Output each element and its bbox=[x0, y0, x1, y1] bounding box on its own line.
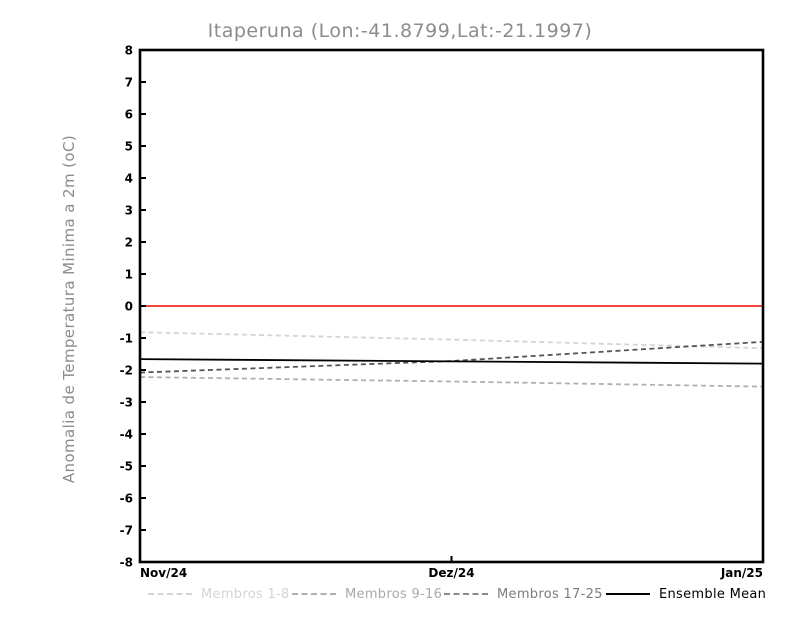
y-tick-label: -8 bbox=[120, 556, 133, 570]
y-tick-label: 4 bbox=[125, 172, 133, 186]
x-tick-label: Jan/25 bbox=[720, 566, 763, 580]
legend-item-2[interactable]: Membros 17-25 bbox=[444, 584, 603, 604]
legend-item-3[interactable]: Ensemble Mean bbox=[606, 584, 766, 604]
legend-label: Ensemble Mean bbox=[659, 586, 767, 602]
legend-line-swatch bbox=[292, 593, 336, 595]
y-tick-label: -6 bbox=[120, 492, 133, 506]
legend-label: Membros 1-8 bbox=[201, 586, 290, 602]
legend-line-swatch bbox=[444, 593, 488, 595]
chart-legend: Membros 1-8 Membros 9-16 Membros 17-25 Ense… bbox=[0, 584, 800, 606]
legend-label: Membros 17-25 bbox=[497, 586, 603, 602]
y-tick-label: 3 bbox=[125, 204, 133, 218]
y-tick-label: 1 bbox=[125, 268, 133, 282]
legend-item-0[interactable]: Membros 1-8 bbox=[148, 584, 290, 604]
y-tick-label: -2 bbox=[120, 364, 133, 378]
y-tick-label: -1 bbox=[120, 332, 133, 346]
y-tick-label: -5 bbox=[120, 460, 133, 474]
y-tick-label: 7 bbox=[125, 76, 133, 90]
x-tick-label: Dez/24 bbox=[428, 566, 474, 580]
series-line-1 bbox=[139, 376, 764, 388]
y-tick-label: 5 bbox=[125, 140, 133, 154]
legend-label: Membros 9-16 bbox=[345, 586, 443, 602]
series-line-0 bbox=[139, 331, 764, 350]
chart-title: Itaperuna (Lon:-41.8799,Lat:-21.1997) bbox=[207, 20, 593, 42]
series-line-3 bbox=[139, 358, 764, 365]
legend-line-swatch bbox=[148, 593, 192, 595]
y-tick-label: 8 bbox=[125, 44, 133, 58]
legend-item-1[interactable]: Membros 9-16 bbox=[292, 584, 442, 604]
x-tick-label: Nov/24 bbox=[140, 566, 187, 580]
y-tick-label: 0 bbox=[125, 300, 133, 314]
y-tick-label: 6 bbox=[125, 108, 133, 122]
series-line-2 bbox=[139, 340, 764, 374]
y-tick-label: 2 bbox=[125, 236, 133, 250]
y-tick-label: -7 bbox=[120, 524, 133, 538]
y-tick-label: -3 bbox=[120, 396, 133, 410]
y-tick-label: -4 bbox=[120, 428, 133, 442]
legend-line-swatch bbox=[606, 593, 650, 595]
